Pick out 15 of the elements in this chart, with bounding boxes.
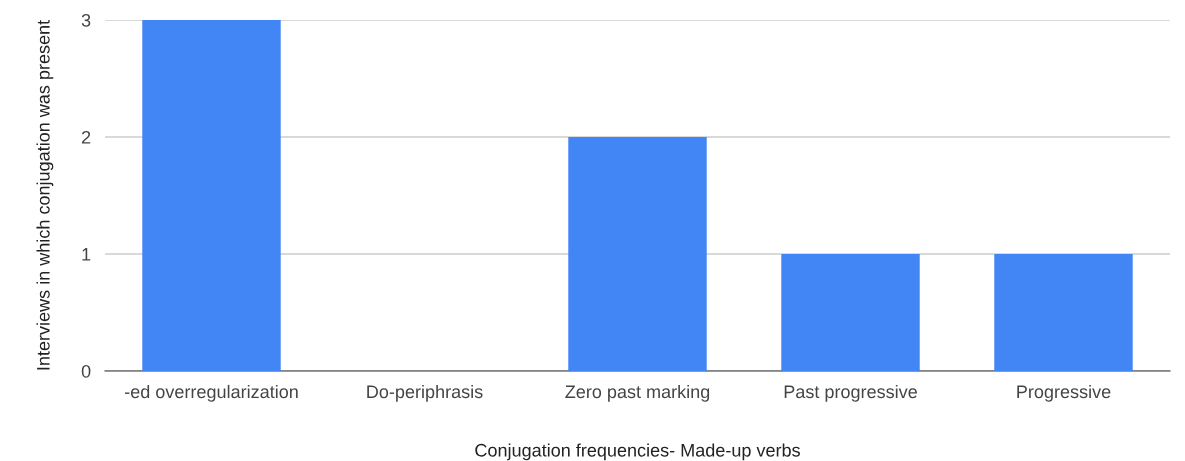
x-tick-label: Zero past marking [565,384,710,402]
x-tick-label: Past progressive [784,384,917,402]
y-axis-title: Interviews in which conjugation was present [36,19,54,370]
x-tick-label: Progressive [1017,384,1111,402]
bar [994,254,1133,371]
y-tick-label: 0 [81,364,91,378]
x-tick-label: Do-periphrasis [367,384,483,402]
bar [142,20,281,371]
bar [781,254,920,371]
y-tick-label: 2 [81,130,91,144]
x-axis-title: Conjugation frequencies- Made-up verbs [475,443,800,461]
y-tick-label: 1 [82,248,91,261]
x-tick-label: -ed overregularization [124,384,298,402]
bar [568,137,707,371]
y-tick-label: 3 [81,13,91,27]
